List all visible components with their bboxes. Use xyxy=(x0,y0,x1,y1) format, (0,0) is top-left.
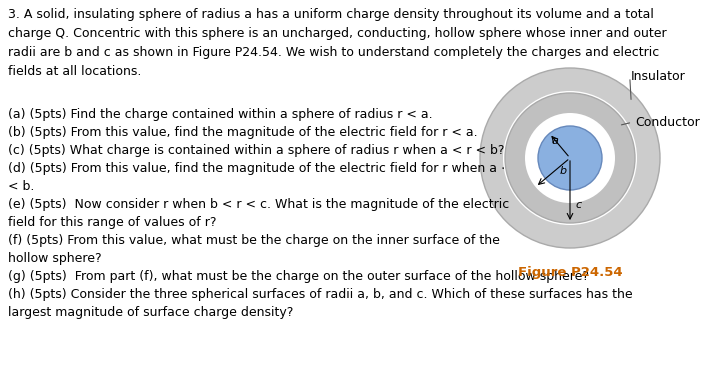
Text: b: b xyxy=(560,166,567,176)
Text: (h) (5pts) Consider the three spherical surfaces of radii a, b, and c. Which of : (h) (5pts) Consider the three spherical … xyxy=(8,288,633,319)
Text: Conductor: Conductor xyxy=(636,116,700,129)
Text: (f) (5pts) From this value, what must be the charge on the inner surface of the
: (f) (5pts) From this value, what must be… xyxy=(8,234,500,265)
Text: (d) (5pts) From this value, find the magnitude of the electric field for r when : (d) (5pts) From this value, find the mag… xyxy=(8,162,520,193)
Text: (e) (5pts)  Now consider r when b < r < c. What is the magnitude of the electric: (e) (5pts) Now consider r when b < r < c… xyxy=(8,198,509,229)
Text: a: a xyxy=(552,136,559,146)
Text: (a) (5pts) Find the charge contained within a sphere of radius r < a.: (a) (5pts) Find the charge contained wit… xyxy=(8,108,433,121)
Circle shape xyxy=(538,126,602,190)
Text: Figure P24.54: Figure P24.54 xyxy=(518,266,622,279)
Text: (c) (5pts) What charge is contained within a sphere of radius r when a < r < b?: (c) (5pts) What charge is contained with… xyxy=(8,144,505,157)
Text: (b) (5pts) From this value, find the magnitude of the electric field for r < a.: (b) (5pts) From this value, find the mag… xyxy=(8,126,478,139)
Text: c: c xyxy=(575,200,581,210)
Circle shape xyxy=(503,91,637,225)
Text: 3. A solid, insulating sphere of radius a has a uniform charge density throughou: 3. A solid, insulating sphere of radius … xyxy=(8,8,667,78)
Circle shape xyxy=(505,93,635,223)
Text: (g) (5pts)  From part (f), what must be the charge on the outer surface of the h: (g) (5pts) From part (f), what must be t… xyxy=(8,270,589,283)
Circle shape xyxy=(525,113,615,203)
Text: Insulator: Insulator xyxy=(631,71,686,84)
Circle shape xyxy=(480,68,660,248)
